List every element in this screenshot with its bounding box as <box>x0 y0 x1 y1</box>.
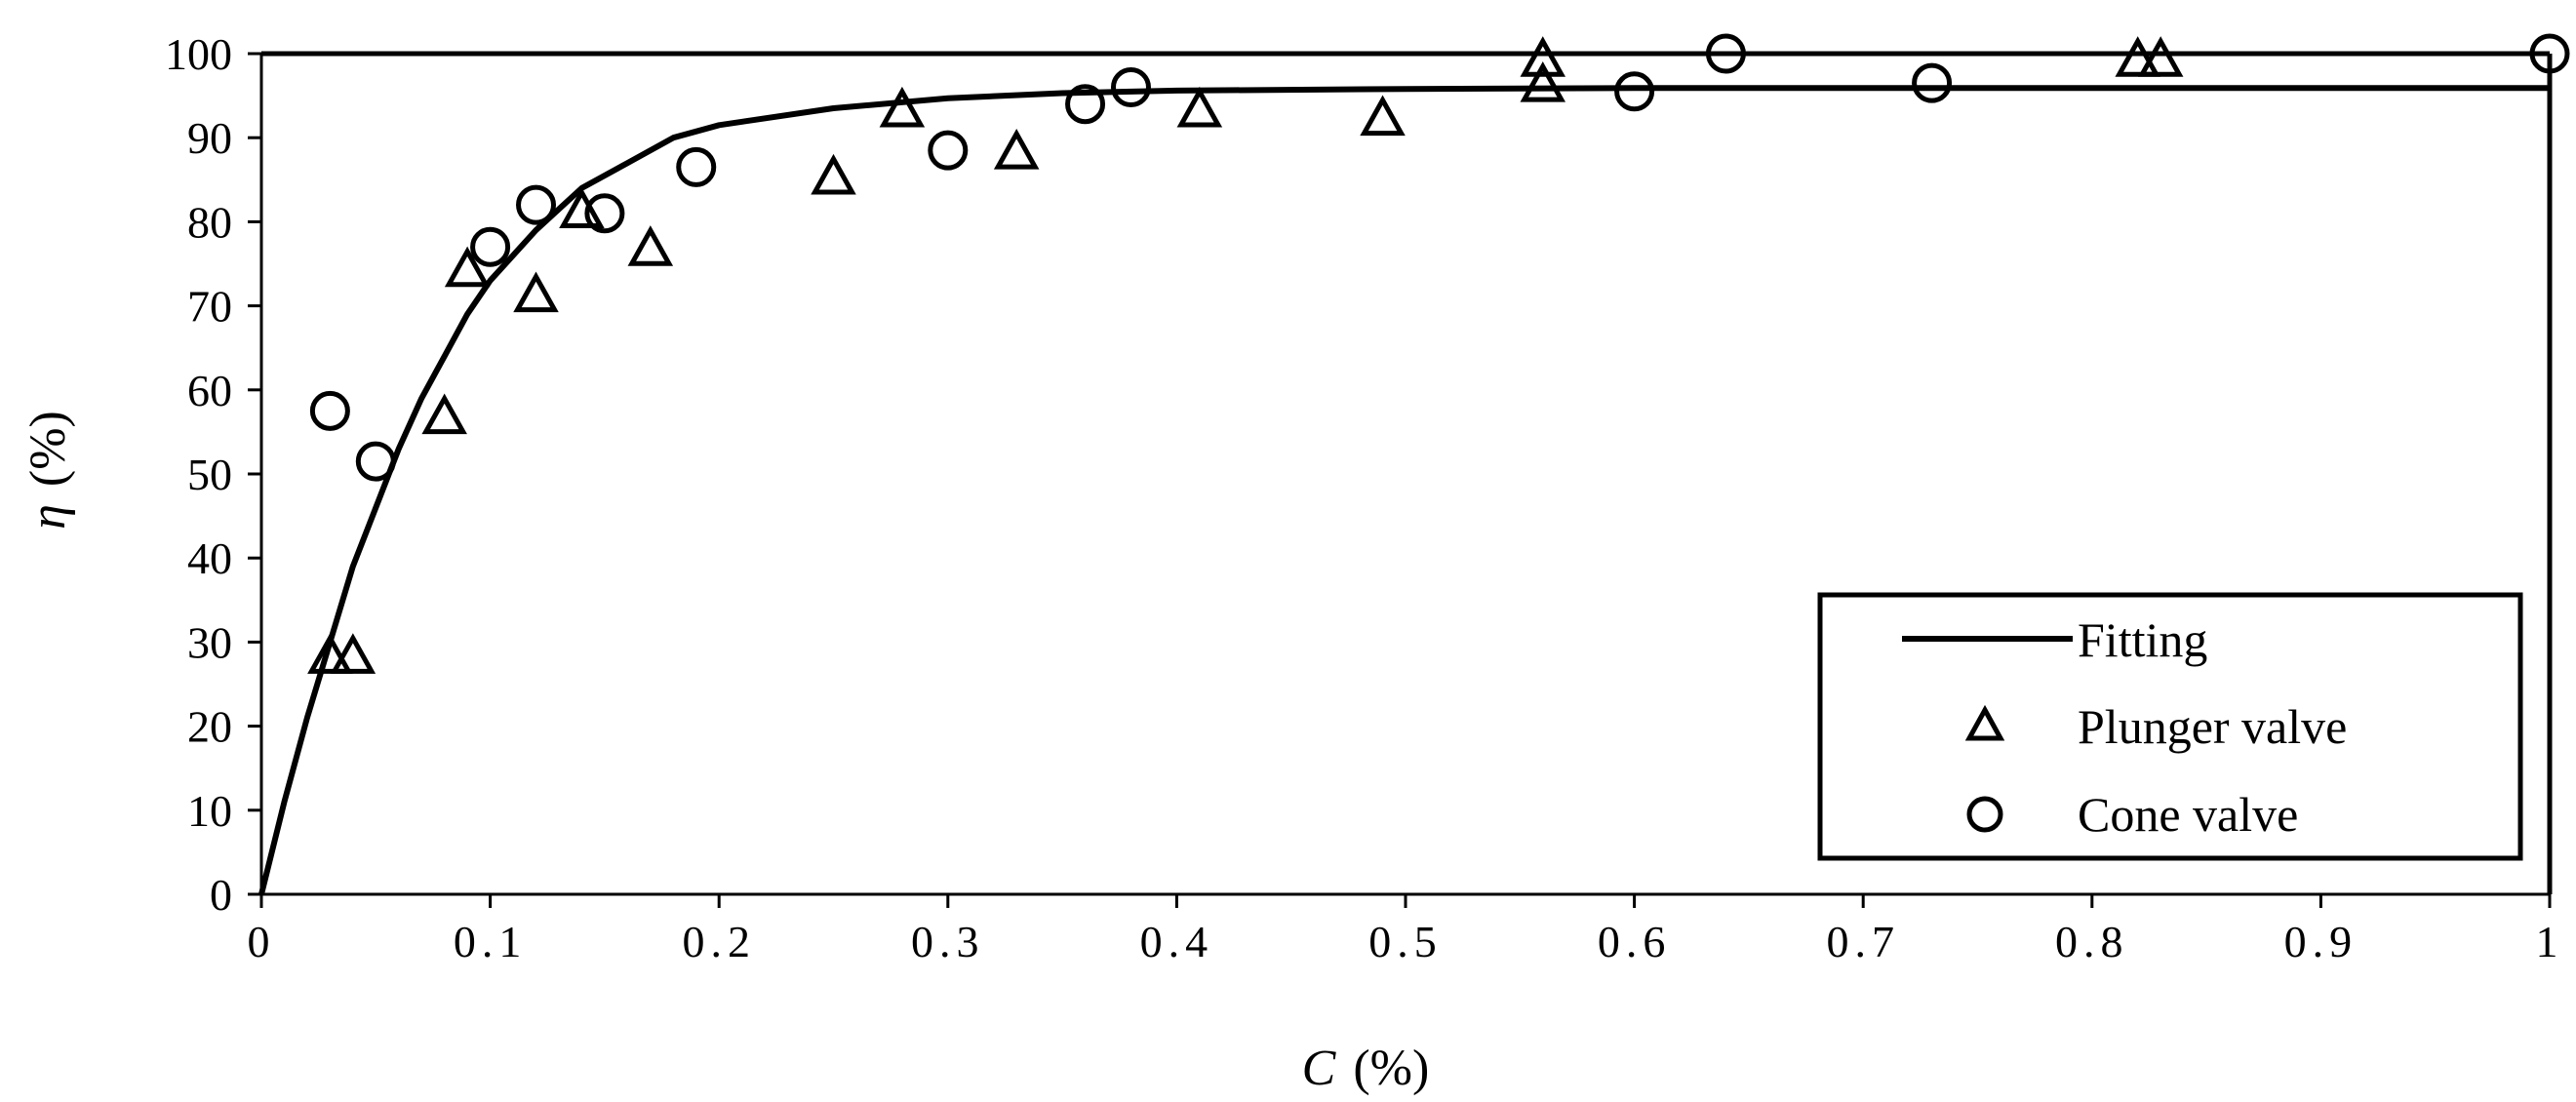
plunger-valve-point <box>811 153 856 195</box>
plunger-valve-point <box>1520 61 1566 102</box>
legend: Fitting Plunger valve Cone valve <box>1817 592 2523 861</box>
cone-valve-point <box>584 193 625 234</box>
y-tick-label: 0 <box>210 870 232 920</box>
x-tick-label: 0.9 <box>2284 917 2358 966</box>
cone-valve-point <box>676 146 717 187</box>
y-tick-label: 40 <box>187 533 232 583</box>
cone-valve-point <box>1705 33 1746 74</box>
fitting-curve <box>258 85 2550 895</box>
legend-triangle-marker <box>1964 704 2005 741</box>
legend-circle-marker <box>1966 796 2003 833</box>
plunger-valve-point <box>513 271 559 313</box>
legend-cone-label: Cone valve <box>2078 787 2298 842</box>
cone-valve-point <box>1614 71 1655 112</box>
cone-valve-point <box>516 184 557 225</box>
plunger-valve-point <box>559 187 605 228</box>
x-axis-title: C (%) <box>1302 1041 1430 1096</box>
y-axis-title: η(%) <box>20 411 76 530</box>
cone-valve-point <box>928 130 969 171</box>
y-tick-label: 20 <box>187 702 232 752</box>
x-tick-label: 0 <box>248 917 276 966</box>
x-tick-label: 0.4 <box>1140 917 1214 966</box>
cone-valve-point <box>470 226 511 267</box>
y-tick-label: 100 <box>165 29 232 79</box>
y-tick-label: 50 <box>187 450 232 499</box>
plunger-valve-point <box>444 246 491 288</box>
plunger-valve-point <box>879 86 926 128</box>
plunger-valve-point <box>1176 86 1223 128</box>
cone-valve-point <box>1912 62 1953 103</box>
plunger-valve-point <box>627 225 674 266</box>
x-tick-label: 0.5 <box>1368 917 1443 966</box>
x-tick-label: 0.6 <box>1598 917 1672 966</box>
x-tick-label: 1 <box>2536 917 2564 966</box>
cone-valve-point <box>1110 66 1151 107</box>
plunger-valve-point <box>330 633 376 674</box>
x-tick-label: 0.8 <box>2055 917 2129 966</box>
data-points-layer <box>307 33 2570 674</box>
axes: 0 0.1 0.2 0.3 0.4 0.5 0.6 0.7 0.8 0.9 101020304050… <box>165 29 2564 966</box>
plunger-valve-point <box>2137 36 2184 77</box>
cone-valve-point <box>355 441 396 482</box>
y-tick-label: 70 <box>187 282 232 332</box>
plunger-valve-point <box>421 393 467 435</box>
y-tick-label: 90 <box>187 113 232 163</box>
y-tick-label: 60 <box>187 366 232 415</box>
plunger-valve-point <box>993 129 1040 170</box>
cone-valve-point <box>2529 33 2570 74</box>
x-tick-label: 0.3 <box>911 917 985 966</box>
y-tick-label: 10 <box>187 786 232 836</box>
x-tick-label: 0.2 <box>682 917 756 966</box>
cone-valve-point <box>309 390 350 431</box>
plunger-valve-point <box>307 633 353 674</box>
y-tick-label: 30 <box>187 617 232 667</box>
plunger-valve-point <box>2115 36 2160 77</box>
legend-fitting-label: Fitting <box>2078 612 2207 667</box>
x-tick-label: 0.7 <box>1826 917 1900 966</box>
plunger-valve-point <box>1520 36 1566 77</box>
cone-valve-point <box>1065 84 1106 125</box>
plunger-valve-point <box>1360 95 1406 137</box>
x-tick-label: 0.1 <box>454 917 528 966</box>
fitting-curve-layer <box>258 85 2550 895</box>
y-tick-label: 80 <box>187 197 232 247</box>
legend-plunger-label: Plunger valve <box>2078 699 2347 754</box>
